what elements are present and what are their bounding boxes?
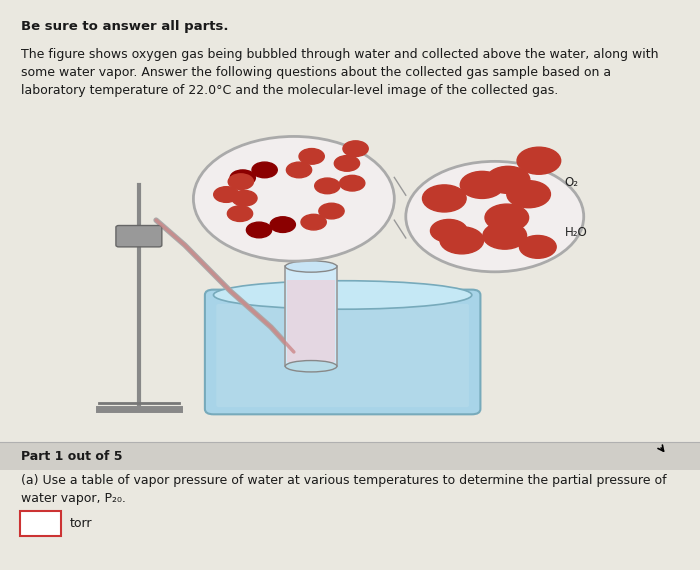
Circle shape: [507, 181, 550, 207]
Circle shape: [519, 235, 556, 258]
Circle shape: [315, 178, 340, 194]
Circle shape: [286, 162, 312, 178]
Circle shape: [517, 147, 561, 174]
FancyBboxPatch shape: [287, 280, 335, 362]
Circle shape: [483, 222, 526, 249]
Circle shape: [299, 149, 324, 164]
Circle shape: [228, 174, 253, 189]
Circle shape: [423, 185, 466, 212]
FancyBboxPatch shape: [216, 304, 469, 407]
Circle shape: [232, 190, 257, 206]
Circle shape: [406, 161, 584, 272]
Text: Be sure to answer all parts.: Be sure to answer all parts.: [21, 20, 228, 33]
Circle shape: [440, 227, 484, 254]
FancyBboxPatch shape: [286, 267, 337, 366]
Circle shape: [301, 214, 326, 230]
Circle shape: [430, 219, 467, 242]
Circle shape: [246, 222, 272, 238]
FancyBboxPatch shape: [205, 290, 480, 414]
Text: Part 1 out of 5: Part 1 out of 5: [21, 450, 122, 463]
Circle shape: [228, 206, 253, 222]
FancyBboxPatch shape: [20, 511, 61, 536]
Circle shape: [340, 176, 365, 191]
Circle shape: [252, 162, 277, 178]
Text: H₂O: H₂O: [565, 226, 587, 239]
Text: torr: torr: [70, 517, 92, 530]
Text: (a) Use a table of vapor pressure of water at various temperatures to determine : (a) Use a table of vapor pressure of wat…: [21, 474, 666, 505]
Circle shape: [270, 217, 295, 233]
Circle shape: [230, 170, 256, 186]
Ellipse shape: [286, 261, 337, 272]
Ellipse shape: [214, 281, 472, 309]
Text: O₂: O₂: [565, 176, 579, 189]
FancyBboxPatch shape: [0, 443, 700, 470]
Circle shape: [335, 156, 360, 171]
FancyBboxPatch shape: [116, 226, 162, 247]
Circle shape: [343, 141, 368, 157]
Circle shape: [214, 187, 239, 202]
Circle shape: [486, 166, 530, 193]
Ellipse shape: [286, 361, 337, 372]
Text: The figure shows oxygen gas being bubbled through water and collected above the : The figure shows oxygen gas being bubble…: [21, 48, 659, 97]
Circle shape: [461, 172, 504, 198]
Circle shape: [485, 204, 528, 231]
Circle shape: [193, 136, 394, 261]
Circle shape: [319, 203, 344, 219]
